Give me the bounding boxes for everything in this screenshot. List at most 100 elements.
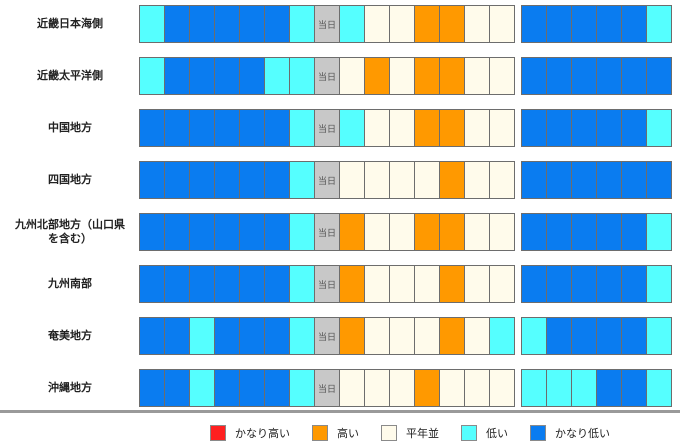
legend-swatch <box>381 425 397 441</box>
forecast-cell <box>622 370 647 406</box>
forecast-cell <box>415 318 440 354</box>
forecast-cell <box>190 266 215 302</box>
legend-item-normal: 平年並 <box>381 425 439 441</box>
forecast-cell <box>240 162 265 198</box>
forecast-strip-near: 当日 <box>139 317 515 355</box>
forecast-strip-near: 当日 <box>139 369 515 407</box>
region-label: 四国地方 <box>48 173 92 186</box>
forecast-cell <box>265 110 290 146</box>
forecast-cell <box>365 162 390 198</box>
forecast-strip-far <box>521 369 672 407</box>
forecast-cell <box>647 318 671 354</box>
forecast-cell <box>190 6 215 42</box>
forecast-cell <box>365 266 390 302</box>
forecast-cell <box>522 162 547 198</box>
forecast-cell <box>415 6 440 42</box>
forecast-strip-far <box>521 5 672 43</box>
forecast-cell <box>465 6 490 42</box>
forecast-cell <box>547 318 572 354</box>
forecast-cell <box>265 6 290 42</box>
legend-label: かなり高い <box>235 427 290 440</box>
forecast-cell <box>140 6 165 42</box>
today-cell: 当日 <box>315 214 340 250</box>
region-row: 近畿日本海側 当日 <box>0 5 680 43</box>
today-cell: 当日 <box>315 370 340 406</box>
forecast-cell <box>522 6 547 42</box>
forecast-cell <box>622 58 647 94</box>
forecast-cell <box>415 110 440 146</box>
forecast-cell <box>490 58 514 94</box>
region-row: 四国地方 当日 <box>0 161 680 199</box>
forecast-cell <box>490 318 514 354</box>
forecast-cell <box>365 370 390 406</box>
forecast-cell <box>290 370 315 406</box>
region-label: 九州北部地方（山口県 を含む） <box>15 218 125 245</box>
forecast-cell <box>647 370 671 406</box>
forecast-cell <box>290 110 315 146</box>
forecast-cell <box>440 318 465 354</box>
forecast-cell <box>265 370 290 406</box>
forecast-cell <box>165 266 190 302</box>
forecast-strip-far <box>521 213 672 251</box>
forecast-cell <box>165 110 190 146</box>
forecast-cell <box>240 58 265 94</box>
forecast-cell <box>340 214 365 250</box>
forecast-cell <box>597 214 622 250</box>
forecast-cell <box>440 6 465 42</box>
forecast-cell <box>622 110 647 146</box>
forecast-cell <box>140 266 165 302</box>
forecast-cell <box>390 6 415 42</box>
forecast-cell <box>415 266 440 302</box>
forecast-cell <box>597 110 622 146</box>
forecast-cell <box>440 58 465 94</box>
forecast-cell <box>597 370 622 406</box>
forecast-strip-near: 当日 <box>139 265 515 303</box>
legend-item-high: 高い <box>312 425 359 441</box>
forecast-cell <box>240 6 265 42</box>
forecast-cell <box>340 6 365 42</box>
forecast-cell <box>165 214 190 250</box>
forecast-strip-far <box>521 57 672 95</box>
forecast-cell <box>165 6 190 42</box>
forecast-cell <box>572 214 597 250</box>
forecast-cell <box>265 318 290 354</box>
forecast-cell <box>390 214 415 250</box>
forecast-cell <box>265 266 290 302</box>
legend-item-vhigh: かなり高い <box>210 425 290 441</box>
forecast-cell <box>572 318 597 354</box>
forecast-cell <box>572 162 597 198</box>
legend-item-vlow: かなり低い <box>530 425 610 441</box>
forecast-cell <box>140 110 165 146</box>
forecast-cell <box>572 58 597 94</box>
region-row: 沖縄地方 当日 <box>0 369 680 407</box>
legend: かなり高い 高い 平年並 低い かなり低い <box>210 424 632 442</box>
forecast-cell <box>522 370 547 406</box>
forecast-cell <box>140 162 165 198</box>
forecast-cell <box>215 318 240 354</box>
forecast-cell <box>215 214 240 250</box>
forecast-cell <box>440 110 465 146</box>
forecast-cell <box>465 214 490 250</box>
forecast-cell <box>215 266 240 302</box>
forecast-cell <box>647 162 671 198</box>
forecast-cell <box>340 110 365 146</box>
forecast-strip-near: 当日 <box>139 57 515 95</box>
forecast-cell <box>647 58 671 94</box>
forecast-cell <box>140 318 165 354</box>
forecast-cell <box>465 266 490 302</box>
forecast-cell <box>622 318 647 354</box>
forecast-strip-far <box>521 265 672 303</box>
forecast-cell <box>190 58 215 94</box>
forecast-cell <box>365 58 390 94</box>
forecast-cell <box>597 162 622 198</box>
forecast-cell <box>597 318 622 354</box>
forecast-cell <box>547 214 572 250</box>
forecast-cell <box>190 110 215 146</box>
forecast-cell <box>165 318 190 354</box>
forecast-cell <box>647 266 671 302</box>
forecast-cell <box>647 214 671 250</box>
region-label: 沖縄地方 <box>48 381 92 394</box>
forecast-cell <box>547 110 572 146</box>
today-cell: 当日 <box>315 266 340 302</box>
forecast-cell <box>440 214 465 250</box>
